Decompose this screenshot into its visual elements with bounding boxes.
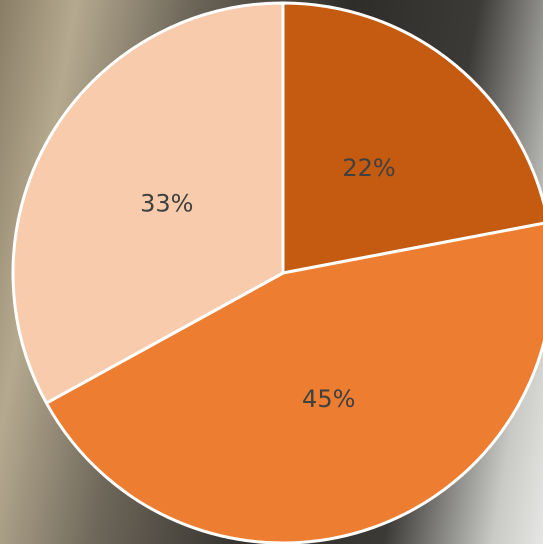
data-label: 33%	[140, 189, 193, 217]
data-label: 45%	[302, 385, 355, 413]
data-label: 22%	[342, 154, 395, 182]
page: 22%45%33% (() => { const data = JSON.par…	[0, 0, 543, 544]
chart: 22% 45% 33%	[0, 0, 543, 544]
